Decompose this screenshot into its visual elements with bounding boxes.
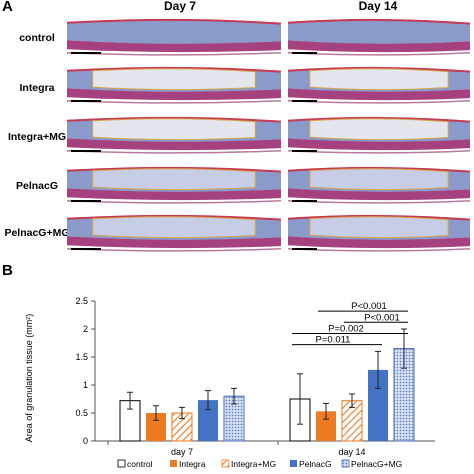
column-header-day7: Day 7 (163, 0, 197, 13)
legend-label: control (127, 459, 153, 469)
bar-integra-day14 (316, 411, 336, 441)
chart-legend: control Integra Integra+MG PelnacG PelnacG+M… (117, 459, 402, 469)
panel-b-letter: B (2, 262, 13, 279)
panel-a-letter: A (2, 0, 13, 15)
legend-label: PelnacG+MG (351, 459, 402, 469)
row-label-pelnacg-mg: PelnacG+MG (4, 227, 70, 239)
significance-label: P<0.001 (364, 312, 400, 323)
significance-label: P=0.011 (316, 335, 351, 346)
row-label-pelnacg: PelnacG (15, 180, 59, 192)
legend-swatch (221, 459, 230, 468)
y-axis-label: Area of granulation tissue (mm²) (24, 314, 34, 443)
significance-label: P=0.002 (328, 323, 364, 334)
bar-pelnacg-day14 (368, 369, 388, 441)
histology-image-pelnacg-mg-day7 (67, 210, 281, 254)
histology-image-integra-mg-day7 (67, 112, 281, 156)
legend-label: Integra+MG (231, 459, 276, 469)
legend-swatch (117, 459, 126, 468)
legend-swatch (341, 459, 350, 468)
x-tick-label: day 7 (171, 447, 193, 457)
row-label-control: control (19, 32, 55, 44)
histology-image-integra-day14 (288, 62, 470, 106)
legend-swatch (290, 460, 297, 467)
bar-pelnacg-day7 (198, 400, 218, 441)
y-tick-label: 1.5 (75, 352, 88, 362)
histology-image-integra-mg-day14 (288, 112, 470, 156)
y-tick-label: 2.5 (75, 296, 88, 306)
histology-image-pelnacg-mg-day14 (288, 210, 470, 254)
y-tick-label: 0.5 (75, 408, 88, 418)
y-tick-label: 2 (83, 324, 88, 334)
row-label-integra: Integra (19, 82, 55, 94)
significance-label: P<0.001 (351, 301, 387, 312)
histology-image-pelnacg-day7 (67, 162, 281, 206)
bar-integra-day7 (146, 413, 166, 441)
histology-image-control-day7 (67, 14, 281, 58)
row-label-integra-mg: Integra+MG (7, 131, 67, 143)
histology-image-pelnacg-day14 (288, 162, 470, 206)
histology-image-integra-day7 (67, 62, 281, 106)
legend-swatch (170, 460, 177, 467)
x-tick-label: day 14 (338, 447, 365, 457)
legend-label: Integra (179, 459, 206, 469)
column-header-day14: Day 14 (358, 0, 398, 13)
y-tick-label: 0 (83, 436, 88, 446)
histology-image-control-day14 (288, 14, 470, 58)
legend-label: PelnacG (299, 459, 332, 469)
y-tick-label: 1 (83, 380, 88, 390)
